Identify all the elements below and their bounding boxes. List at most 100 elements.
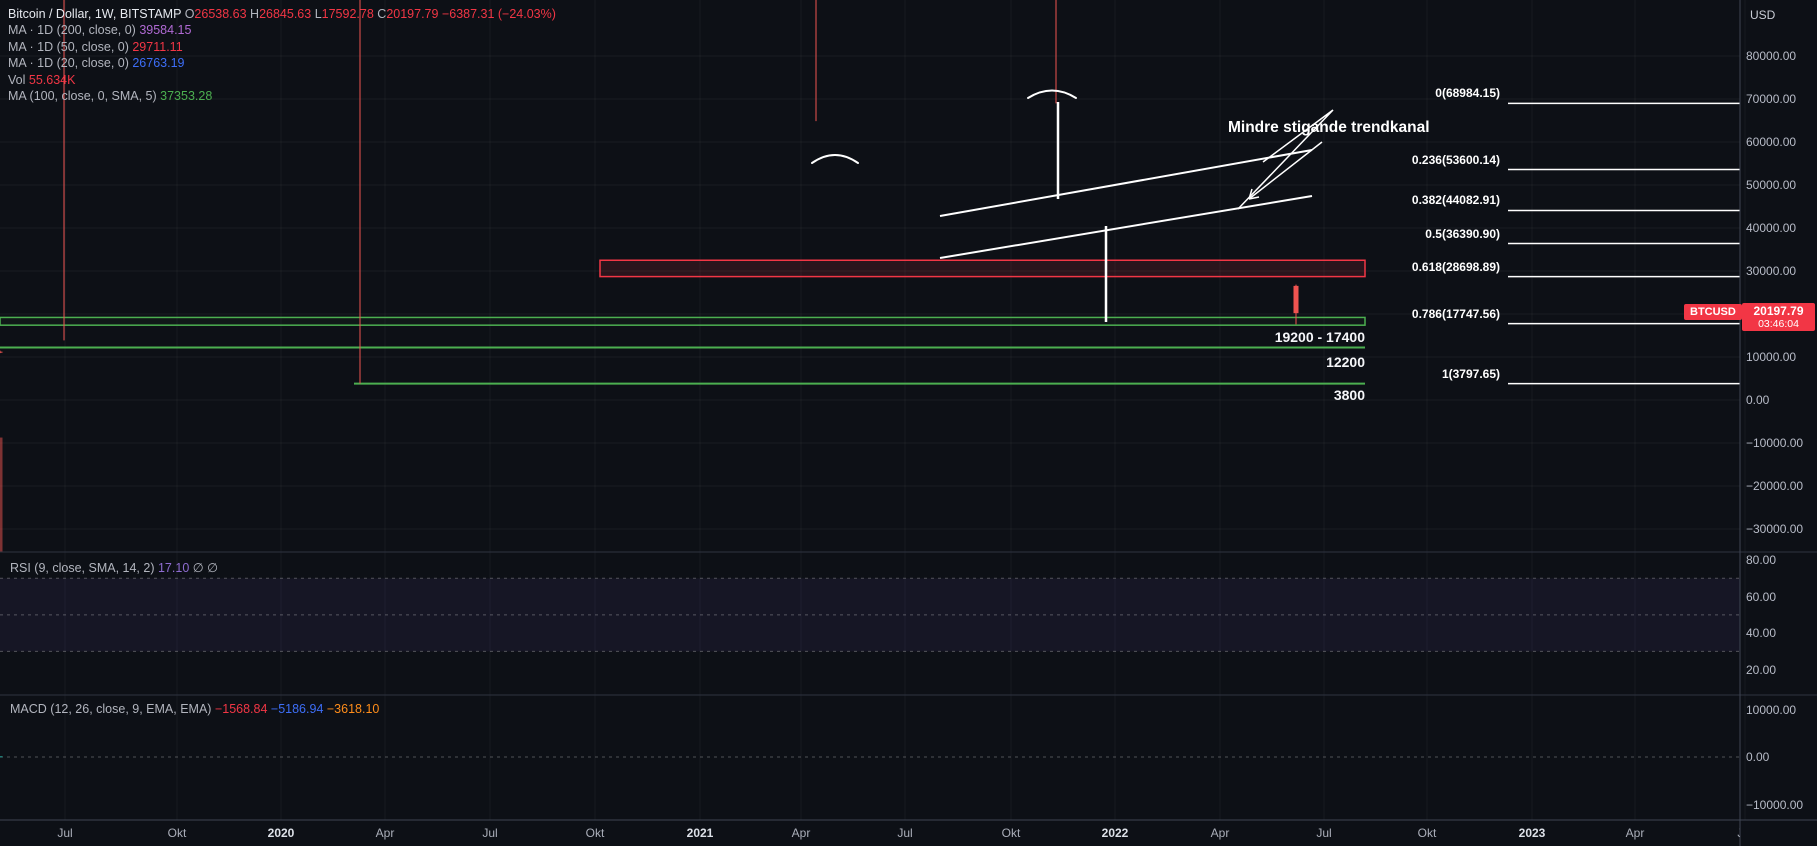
rsi-tick-label: 20.00: [1746, 663, 1777, 677]
price-axis-currency[interactable]: USD: [1750, 8, 1776, 22]
time-axis-label: Okt: [585, 826, 605, 840]
macd-legend[interactable]: MACD (12, 26, close, 9, EMA, EMA) −1568.…: [10, 702, 379, 716]
ohlc-high-value: 26845.63: [259, 7, 312, 21]
ohlc-low-value: 17592.78: [321, 7, 374, 21]
trend-drawings: [811, 89, 1334, 322]
price-tick-label: 50000.00: [1746, 178, 1797, 192]
price-tick-label: 30000.00: [1746, 264, 1797, 278]
price-tick-label: −20000.00: [1746, 479, 1804, 493]
gridlines: [0, 0, 1746, 820]
time-axis-label: Apr: [791, 826, 811, 840]
legend-ma50-row[interactable]: MA · 1D (50, close, 0) 29711.11: [8, 39, 556, 55]
fib-level-label[interactable]: 0.618(28698.89): [1411, 260, 1500, 274]
legend-symbol-row[interactable]: Bitcoin / Dollar, 1W, BITSTAMP O26538.63…: [8, 6, 556, 22]
macd-histogram: [0, 756, 3, 758]
candlestick-series: [0, 0, 1299, 384]
support-12200-label[interactable]: 12200: [1326, 354, 1365, 370]
time-axis-label: Apr: [375, 826, 395, 840]
time-axis-label: Jul: [57, 826, 73, 840]
rsi-tick-label: 80.00: [1746, 553, 1777, 567]
time-axis[interactable]: Jul Okt 2020 Apr Jul Okt 2021 Apr Jul Okt 2022 Apr J…: [0, 820, 1740, 846]
rsi-legend[interactable]: RSI (9, close, SMA, 14, 2) 17.10 ∅ ∅: [10, 560, 218, 575]
rsi-pane: [0, 577, 1740, 652]
time-axis-label: 2020: [267, 826, 295, 840]
ma50-label: MA · 1D (50, close, 0): [8, 39, 129, 54]
ma100-value: 37353.28: [160, 89, 213, 104]
price-tick-label: −30000.00: [1746, 522, 1804, 536]
ma200-value: 39584.15: [139, 23, 192, 38]
macd-tick-label: 0.00: [1746, 750, 1770, 764]
price-tick-label: −10000.00: [1746, 436, 1804, 450]
fib-level-label[interactable]: 0.382(44082.91): [1411, 193, 1500, 207]
price-tick-label: 10000.00: [1746, 350, 1797, 364]
support-3800-label[interactable]: 3800: [1333, 387, 1365, 403]
time-axis-label: Okt: [1001, 826, 1021, 840]
change-value: −6387.31 (−24.03%): [441, 7, 556, 21]
legend-ma20-row[interactable]: MA · 1D (20, close, 0) 26763.19: [8, 55, 556, 71]
ohlc-close-label: C: [377, 7, 387, 21]
time-axis-label: Jul: [1737, 826, 1740, 840]
time-axis-label: Jul: [897, 826, 913, 840]
time-axis-label: Jul: [1316, 826, 1332, 840]
time-axis-label: Apr: [1210, 826, 1230, 840]
symbol-title[interactable]: Bitcoin / Dollar, 1W, BITSTAMP: [8, 7, 182, 21]
support-zone-label[interactable]: 19200 - 17400: [1274, 329, 1365, 345]
ma20-label: MA · 1D (20, close, 0): [8, 56, 129, 71]
rsi-extra-values: ∅ ∅: [192, 561, 219, 575]
time-axis-label: 2023: [1518, 826, 1546, 840]
volume-series: [0, 437, 3, 552]
fib-level-label[interactable]: 0(68984.15): [1435, 86, 1500, 100]
price-tick-label: 70000.00: [1746, 92, 1797, 106]
rsi-value: 17.10: [157, 561, 190, 575]
ohlc-open-label: O: [184, 7, 195, 21]
macd-name: MACD (12, 26, close, 9, EMA, EMA): [10, 702, 212, 716]
volume-value: 55.634K: [28, 72, 76, 87]
time-axis-label: Okt: [167, 826, 187, 840]
bar-countdown: 03:46:04: [1758, 318, 1799, 330]
fib-level-label[interactable]: 0.5(36390.90): [1425, 227, 1500, 241]
rsi-tick-label: 60.00: [1746, 590, 1777, 604]
fib-level-label[interactable]: 0.236(53600.14): [1411, 153, 1500, 167]
price-tick-label: 80000.00: [1746, 49, 1797, 63]
legend-ma200-row[interactable]: MA · 1D (200, close, 0) 39584.15: [8, 22, 556, 38]
ma50-value: 29711.11: [132, 39, 183, 54]
ma200-label: MA · 1D (200, close, 0): [8, 23, 136, 38]
macd-tick-label: 10000.00: [1746, 703, 1797, 717]
legend-ma100-row[interactable]: MA (100, close, 0, SMA, 5) 37353.28: [8, 88, 556, 104]
ohlc-low-label: L: [314, 7, 322, 21]
macd-hist-value: −1568.84: [214, 702, 268, 716]
price-zones: [0, 259, 1366, 385]
time-axis-label: Jul: [482, 826, 498, 840]
symbol-legend[interactable]: Bitcoin / Dollar, 1W, BITSTAMP O26538.63…: [8, 6, 556, 104]
macd-line-value: −5186.94: [270, 702, 324, 716]
legend-volume-row[interactable]: Vol 55.634K: [8, 72, 556, 88]
price-tick-label: 40000.00: [1746, 221, 1797, 235]
price-tick-label: 60000.00: [1746, 135, 1797, 149]
time-axis-label: 2021: [686, 826, 714, 840]
symbol-price-tag[interactable]: BTCUSD: [1684, 304, 1742, 320]
volume-label: Vol: [8, 72, 26, 87]
price-tick-label: 0.00: [1746, 393, 1770, 407]
time-axis-label: Apr: [1625, 826, 1645, 840]
last-price-value: 20197.79: [1753, 304, 1804, 318]
ma20-value: 26763.19: [132, 56, 185, 71]
ma100-label: MA (100, close, 0, SMA, 5): [8, 89, 157, 104]
fib-level-label[interactable]: 0.786(17747.56): [1411, 307, 1500, 321]
last-price-badge[interactable]: 20197.79 03:46:04: [1742, 303, 1815, 331]
rsi-name: RSI (9, close, SMA, 14, 2): [10, 561, 155, 575]
fib-retracement-lines: [1508, 102, 1740, 385]
ohlc-open-value: 26538.63: [194, 7, 247, 21]
trend-channel-annotation[interactable]: Mindre stigande trendkanal: [1228, 119, 1430, 136]
fib-level-label[interactable]: 1(3797.65): [1441, 367, 1500, 381]
time-axis-label: 2022: [1101, 826, 1129, 840]
macd-pane: [0, 756, 1740, 758]
time-axis-label: Okt: [1417, 826, 1437, 840]
ohlc-close-value: 20197.79: [386, 7, 439, 21]
ohlc-high-label: H: [250, 7, 260, 21]
macd-tick-label: −10000.00: [1746, 798, 1804, 812]
rsi-tick-label: 40.00: [1746, 626, 1777, 640]
macd-signal-value: −3618.10: [326, 702, 380, 716]
